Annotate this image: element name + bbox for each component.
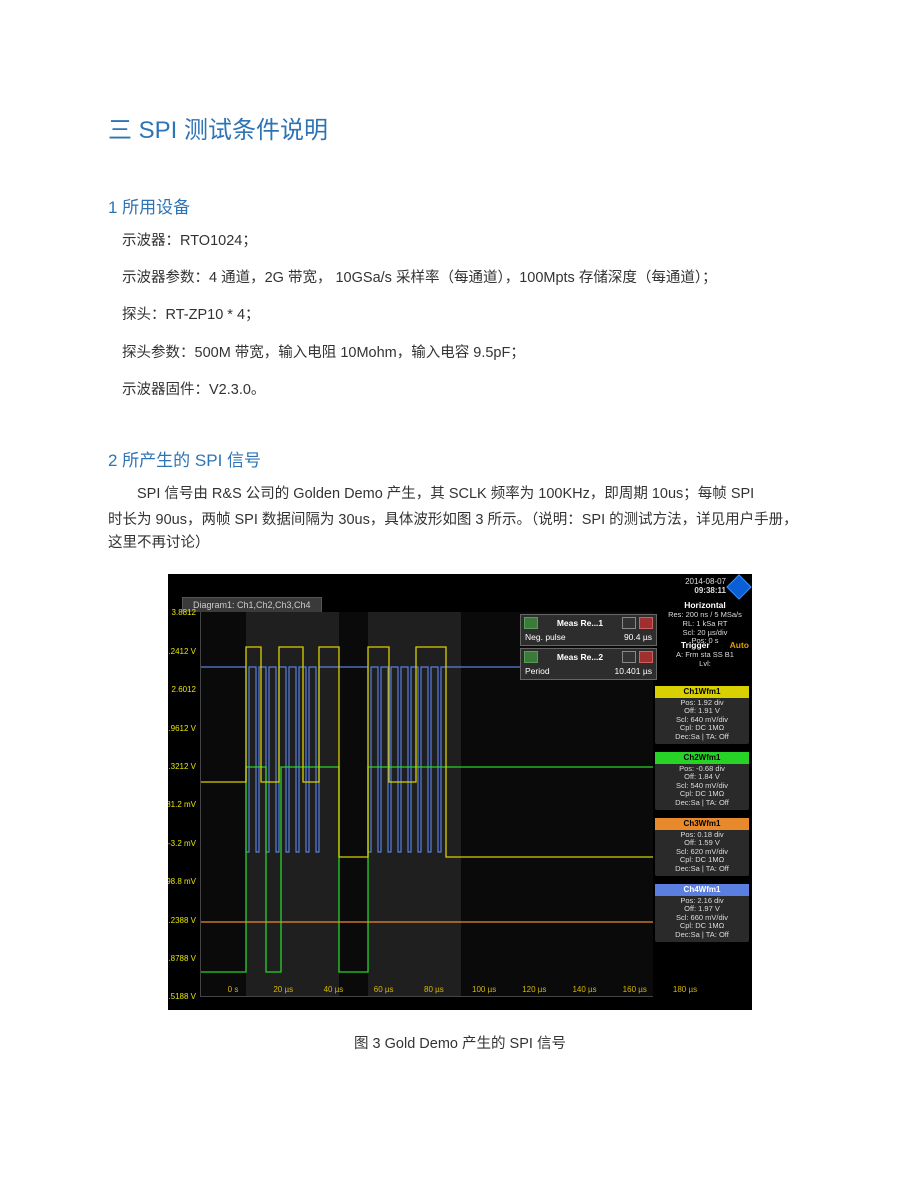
y-tick-label: 1.9612 V [168,724,196,733]
diagram-tab[interactable]: Diagram1: Ch1,Ch2,Ch3,Ch4 [182,597,322,612]
channel-line: Dec:Sa | TA: Off [658,865,746,874]
panel-line: Lvl: [661,660,749,669]
y-tick-label: -1.2388 V [168,916,196,925]
y-tick-label: 1.3212 V [168,762,196,771]
figure-caption: 图 3 Gold Demo 产生的 SPI 信号 [108,1032,812,1053]
trigger-auto: Auto [730,640,749,650]
wrench-icon[interactable] [524,617,538,629]
equip-line: 示波器参数：4 通道，2G 带宽， 10GSa/s 采样率（每通道），100Mp… [108,267,812,290]
y-tick-label: 3.8812 [172,608,196,617]
equip-line: 探头参数：500M 带宽，输入电阻 10Mohm，输入电容 9.5pF； [108,342,812,365]
meas-box-2[interactable]: Meas Re...2 Period 10.401 µs [520,648,657,680]
channel-box[interactable]: Ch2Wfm1Pos: -0.68 divOff: 1.84 VScl: 540… [655,752,749,809]
meas-box-1[interactable]: Meas Re...1 Neg. pulse 90.4 µs [520,614,657,646]
channel-box[interactable]: Ch4Wfm1Pos: 2.16 divOff: 1.97 VScl: 660 … [655,884,749,941]
meas-value: 90.4 µs [624,632,652,642]
scope-date: 2014-08-07 [685,577,726,586]
y-axis: 3.88123.2412 V2.60121.9612 V1.3212 V681.… [168,612,198,996]
wrench-icon[interactable] [524,651,538,663]
channel-box[interactable]: Ch3Wfm1Pos: 0.18 divOff: 1.59 VScl: 620 … [655,818,749,875]
y-tick-label: 681.2 mV [168,800,196,809]
meas-value: 10.401 µs [614,666,652,676]
signal-heading: 2 所产生的 SPI 信号 [108,446,812,471]
channel-header: Ch3Wfm1 [655,818,749,829]
x-tick-label: 160 µs [623,985,647,994]
horizontal-panel[interactable]: Horizontal Res: 200 ns / 5 MSa/s RL: 1 k… [661,600,749,646]
channel-line: Dec:Sa | TA: Off [658,931,746,940]
signal-para-rest: 时长为 90us，两帧 SPI 数据间隔为 30us，具体波形如图 3 所示。（… [108,509,812,554]
minimize-icon[interactable] [622,651,636,663]
y-tick-label: -1.8788 V [168,954,196,963]
equip-line: 示波器固件：V2.3.0。 [108,379,812,402]
equip-line: 示波器：RTO1024； [108,230,812,253]
channel-header: Ch4Wfm1 [655,884,749,895]
panel-title: Horizontal [661,600,749,610]
channel-line: Dec:Sa | TA: Off [658,733,746,742]
x-tick-label: 40 µs [324,985,344,994]
channel-header: Ch1Wfm1 [655,686,749,697]
x-tick-label: 140 µs [572,985,596,994]
y-tick-label: 3.2412 V [168,647,196,656]
y-tick-label: 2.6012 [172,685,196,694]
x-tick-label: 100 µs [472,985,496,994]
meas-title: Meas Re...2 [541,652,619,662]
y-tick-label: -3.2 mV [168,839,196,848]
channel-box[interactable]: Ch1Wfm1Pos: 1.92 divOff: 1.91 VScl: 640 … [655,686,749,743]
y-tick-label: -598.8 mV [168,877,196,886]
minimize-icon[interactable] [622,617,636,629]
close-icon[interactable] [639,617,653,629]
trigger-panel[interactable]: TriggerAuto A: Frm sta SS B1 Lvl: [661,640,749,668]
panel-title: Trigger [681,640,710,650]
x-axis: 0 s20 µs40 µs60 µs80 µs100 µs120 µs140 µ… [233,982,685,994]
channel-header: Ch2Wfm1 [655,752,749,763]
equip-heading: 1 所用设备 [108,193,812,218]
equip-line: 探头：RT-ZP10 * 4； [108,304,812,327]
oscilloscope-figure: 2014-08-07 09:38:11 Diagram1: Ch1,Ch2,Ch… [168,574,752,1010]
scope-time: 09:38:11 [685,586,726,595]
meas-name: Period [525,666,550,676]
y-tick-label: -2.5188 V [168,992,196,1001]
close-icon[interactable] [639,651,653,663]
x-tick-label: 120 µs [522,985,546,994]
x-tick-label: 80 µs [424,985,444,994]
x-tick-label: 20 µs [273,985,293,994]
meas-name: Neg. pulse [525,632,566,642]
x-tick-label: 180 µs [673,985,697,994]
x-tick-label: 60 µs [374,985,394,994]
rs-logo-icon [726,575,751,600]
channel-line: Dec:Sa | TA: Off [658,799,746,808]
section-title: 三 SPI 测试条件说明 [108,110,812,145]
x-tick-label: 0 s [228,985,239,994]
signal-para-indent: SPI 信号由 R&S 公司的 Golden Demo 产生，其 SCLK 频率… [108,483,812,505]
meas-title: Meas Re...1 [541,618,619,628]
